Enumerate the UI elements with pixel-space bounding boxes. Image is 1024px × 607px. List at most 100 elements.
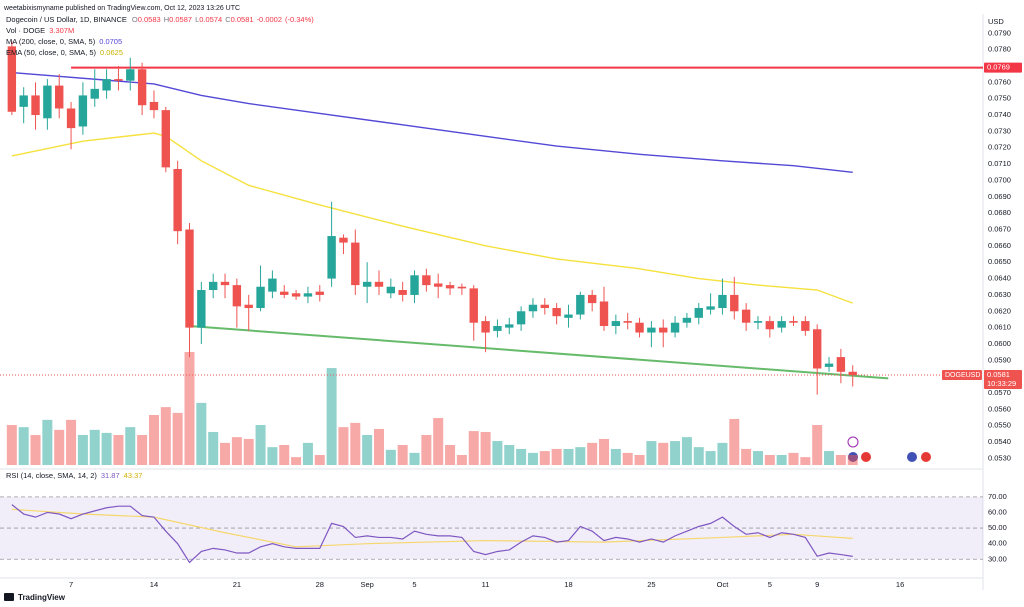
volume-bar xyxy=(148,415,159,465)
candle-body xyxy=(137,69,147,106)
volume-bar xyxy=(800,457,811,465)
volume-bar xyxy=(326,368,337,465)
x-tick-label: 14 xyxy=(150,580,158,589)
candle-body xyxy=(256,286,265,309)
candle-body xyxy=(197,290,206,328)
y-tick-label: 0.0630 xyxy=(988,290,1011,299)
last-price-label: 0.0581 xyxy=(987,370,1010,379)
candle-body xyxy=(516,311,526,325)
x-tick-label: Oct xyxy=(717,580,730,589)
volume-bar xyxy=(101,432,112,465)
candle-body xyxy=(126,69,135,81)
rsi-tick-label: 40.00 xyxy=(988,539,1007,548)
candle-body xyxy=(90,88,99,99)
y-tick-label: 0.0680 xyxy=(988,208,1011,217)
volume-bar xyxy=(373,428,384,465)
volume-bar xyxy=(385,449,396,465)
legend-item: 0.0705 xyxy=(99,37,122,46)
volume-bar xyxy=(610,448,621,465)
y-tick-label: 0.0590 xyxy=(988,355,1011,364)
trendline xyxy=(189,324,889,380)
candle-body xyxy=(659,327,668,333)
volume-bar xyxy=(255,425,266,465)
volume-bar xyxy=(350,422,361,465)
candle-body xyxy=(220,281,230,286)
legend-item: 31.87 xyxy=(101,471,120,480)
y-tick-label: 0.0710 xyxy=(988,159,1011,168)
candle-body xyxy=(741,309,751,323)
candle-body xyxy=(315,291,324,295)
x-tick-label: 9 xyxy=(815,580,819,589)
volume-bar xyxy=(456,455,467,465)
footer-logo xyxy=(4,593,14,601)
x-tick-label: 28 xyxy=(316,580,324,589)
rsi-line xyxy=(11,504,853,564)
candle-body xyxy=(848,371,857,376)
volume-bar xyxy=(480,431,491,465)
volume-bar xyxy=(705,451,716,465)
volume-bar xyxy=(575,447,586,465)
volume-bar xyxy=(125,427,136,465)
legend-item: C xyxy=(225,15,231,24)
currency: USD xyxy=(988,17,1004,26)
candle-body xyxy=(185,229,194,328)
y-tick-label: 0.0780 xyxy=(988,45,1011,54)
x-tick-label: 25 xyxy=(647,580,655,589)
volume-bar xyxy=(563,448,574,465)
legend: EMA (50, close, 0, SMA, 5) 0.0625 xyxy=(6,48,123,57)
candle-body xyxy=(208,281,218,291)
rsi-tick-label: 50.00 xyxy=(988,523,1007,532)
legend-item: L xyxy=(195,15,199,24)
legend-item: 0.0625 xyxy=(100,48,123,57)
legend: RSI (14, close, SMA, 14, 2) 31.87 43.37 xyxy=(6,471,142,480)
candle-body xyxy=(19,95,28,107)
candle-body xyxy=(505,324,514,328)
volume-bar xyxy=(551,448,562,465)
countdown: 10:33:29 xyxy=(987,379,1016,388)
volume-bar xyxy=(681,437,692,465)
y-tick-label: 0.0690 xyxy=(988,192,1011,201)
volume-bar xyxy=(172,412,183,465)
volume-bar xyxy=(468,431,479,465)
x-tick-label: 21 xyxy=(233,580,241,589)
candle-body xyxy=(528,304,538,312)
volume-bar xyxy=(693,447,704,465)
y-tick-label: 0.0570 xyxy=(988,388,1011,397)
candle-body xyxy=(836,357,846,372)
volume-bar xyxy=(291,457,302,465)
candle-body xyxy=(812,329,822,369)
candle-body xyxy=(339,237,348,243)
candle-body xyxy=(43,85,52,119)
y-tick-label: 0.0700 xyxy=(988,175,1011,184)
legend-item: O xyxy=(132,15,138,24)
candle-body xyxy=(493,325,502,331)
volume-bar xyxy=(824,451,835,465)
legend: MA (200, close, 0, SMA, 5) 0.0705 xyxy=(6,37,122,46)
y-tick-label: 0.0750 xyxy=(988,94,1011,103)
y-tick-label: 0.0670 xyxy=(988,224,1011,233)
volume-bar xyxy=(445,445,456,465)
legend-item: 3.307M xyxy=(49,26,74,35)
y-tick-label: 0.0660 xyxy=(988,241,1011,250)
y-tick-label: 0.0600 xyxy=(988,339,1011,348)
candle-body xyxy=(149,101,159,111)
icon xyxy=(921,452,931,462)
legend-item: (-0.34%) xyxy=(285,15,314,24)
logo xyxy=(4,593,14,601)
legend-item: 0.0583 xyxy=(138,15,161,24)
volume-bar xyxy=(646,441,657,465)
volume-bar xyxy=(30,435,41,465)
candle-body xyxy=(7,46,17,112)
icon xyxy=(907,452,917,462)
candle-body xyxy=(351,242,360,286)
legend: Dogecoin / US Dollar, 1D, BINANCE O0.0583… xyxy=(6,15,314,24)
volume-bar xyxy=(54,429,65,465)
y-tick-label: 0.0730 xyxy=(988,126,1011,135)
legend-item: 0.0574 xyxy=(199,15,222,24)
volume-bar xyxy=(729,418,740,465)
y-tick-label: 0.0760 xyxy=(988,77,1011,86)
candle-body xyxy=(599,301,609,326)
candle-body xyxy=(422,275,431,286)
volume-bar xyxy=(634,455,645,465)
